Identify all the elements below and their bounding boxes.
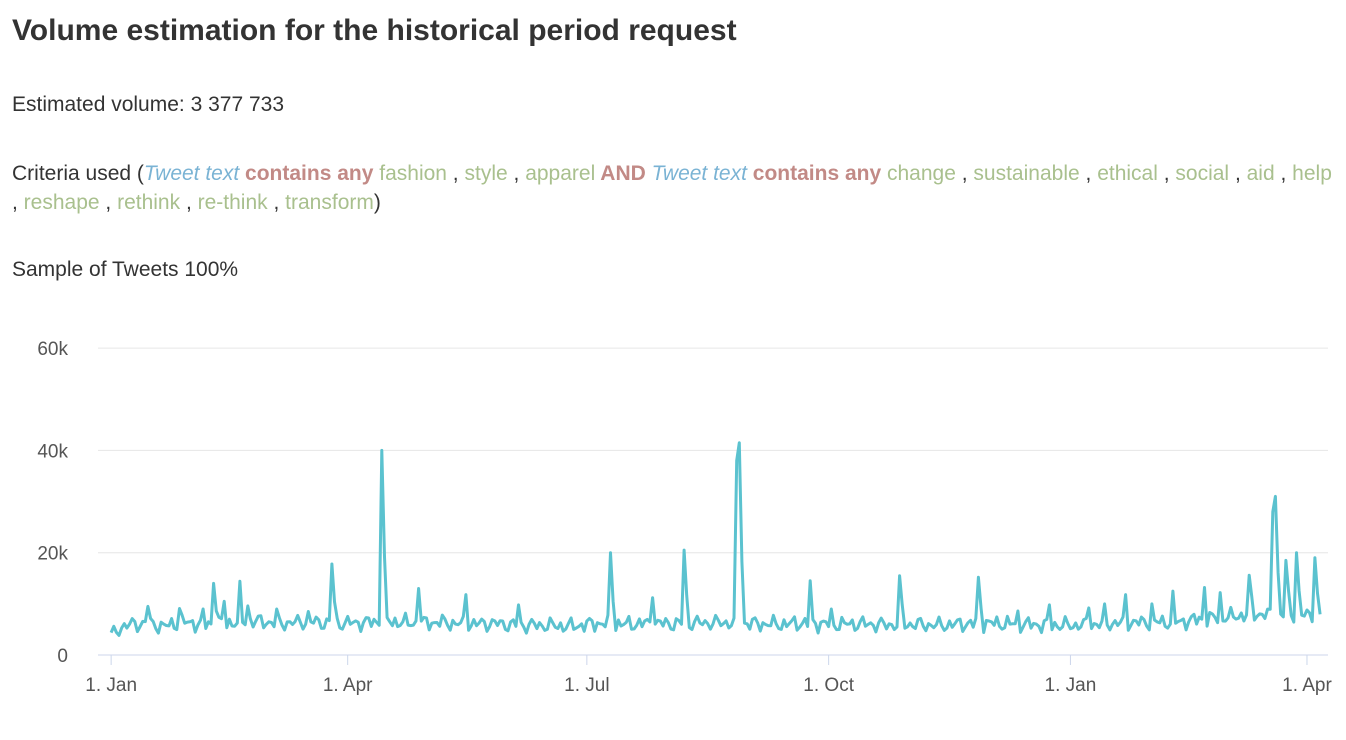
- criteria-term: sustainable: [973, 162, 1080, 185]
- criteria-separator: ,: [1079, 162, 1098, 185]
- x-tick-label: 1. Jan: [1045, 675, 1097, 696]
- x-tick-label: 1. Apr: [1282, 675, 1332, 696]
- criteria-term: social: [1175, 162, 1230, 185]
- criteria-separator: ,: [99, 191, 118, 214]
- criteria-term: fashion: [379, 162, 447, 185]
- criteria-prefix: Criteria used (: [12, 162, 144, 185]
- criteria-term: change: [887, 162, 956, 185]
- estimated-volume: Estimated volume: 3 377 733: [12, 93, 284, 116]
- criteria-term: help: [1292, 162, 1332, 185]
- page-title: Volume estimation for the historical per…: [12, 14, 737, 47]
- criteria-separator: ,: [267, 191, 286, 214]
- criteria-separator: ,: [180, 191, 198, 214]
- criteria-term: ethical: [1097, 162, 1158, 185]
- x-tick-label: 1. Apr: [323, 675, 373, 696]
- criteria-term: transform: [285, 191, 374, 214]
- criteria-term: apparel: [525, 162, 596, 185]
- y-tick-label: 60k: [37, 339, 68, 360]
- criteria-suffix: ): [373, 191, 381, 214]
- criteria-term: re-think: [197, 191, 268, 214]
- criteria-operator: contains any: [239, 162, 380, 185]
- criteria-joiner: AND: [595, 162, 652, 185]
- y-tick-label: 0: [57, 646, 68, 667]
- criteria-term: style: [464, 162, 508, 185]
- criteria-field: Tweet text: [651, 162, 747, 185]
- criteria-separator: ,: [1229, 162, 1247, 185]
- criteria-operator: contains any: [746, 162, 887, 185]
- criteria-separator: ,: [1157, 162, 1176, 185]
- criteria-separator: ,: [955, 162, 974, 185]
- criteria-field: Tweet text: [143, 162, 240, 185]
- x-tick-label: 1. Jul: [564, 675, 609, 696]
- criteria-separator: ,: [12, 191, 24, 214]
- criteria-separator: ,: [507, 162, 526, 185]
- y-tick-label: 20k: [37, 544, 68, 565]
- criteria-separator: ,: [446, 162, 465, 185]
- criteria-separator: ,: [1274, 162, 1293, 185]
- criteria-term: rethink: [117, 191, 181, 214]
- volume-series-line: [109, 441, 1322, 637]
- x-tick-label: 1. Oct: [803, 675, 854, 696]
- criteria-term: reshape: [23, 191, 100, 214]
- sample-label: Sample of Tweets 100%: [12, 258, 239, 281]
- y-tick-label: 40k: [37, 441, 68, 462]
- x-tick-label: 1. Jan: [85, 675, 137, 696]
- criteria-term: aid: [1246, 162, 1275, 185]
- criteria-description: Criteria used (Tweet text contains any f…: [12, 159, 1342, 217]
